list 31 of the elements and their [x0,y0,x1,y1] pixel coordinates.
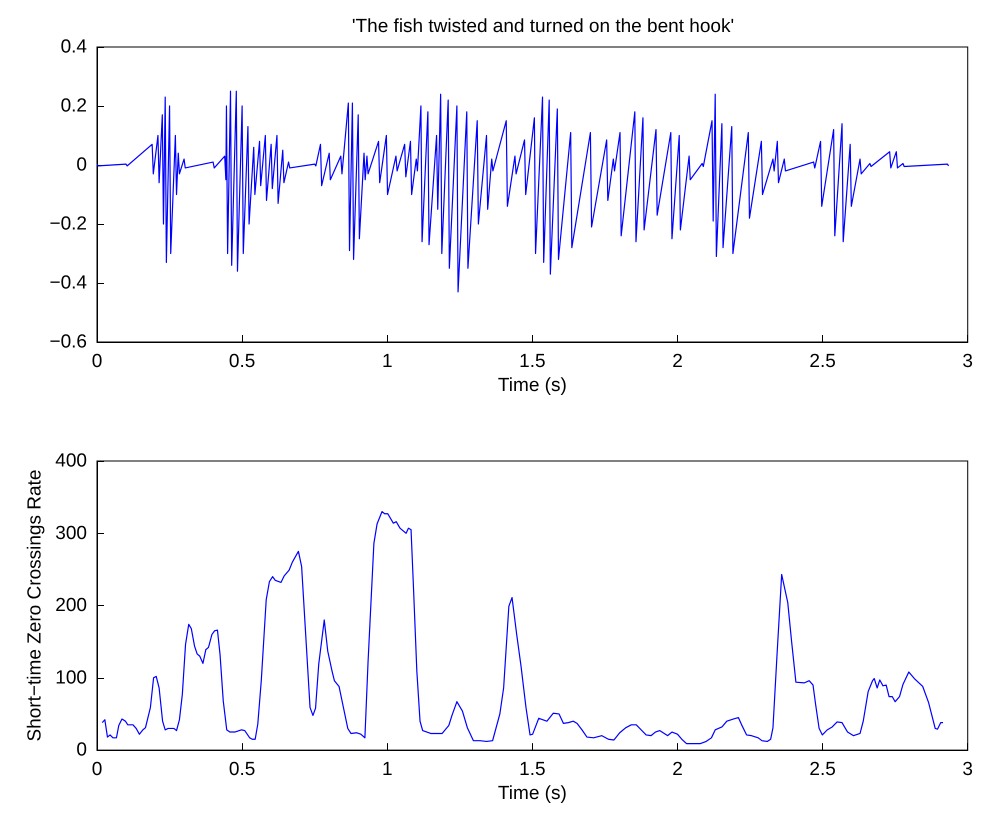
y-axis-title: Short−time Zero Crossings Rate [24,470,46,742]
y-tick-label: −0.2 [49,214,87,234]
x-tick-label: 2 [672,351,683,372]
x-tick-label: 0.5 [228,759,256,780]
y-tick-label: 200 [55,595,87,616]
x-axis-title: Time (s) [498,783,567,804]
y-tick-label: 100 [55,667,87,688]
line-series [102,510,944,744]
x-tick-label: 3 [962,351,974,372]
y-tick-label: −0.6 [49,332,87,352]
y-tick-label: −0.4 [49,272,88,294]
y-tick-label: 0 [76,740,87,761]
x-tick-label: 2.5 [809,759,836,780]
x-axis-title: Time (s) [498,374,567,396]
x-tick-label: 1.5 [519,351,546,372]
y-tick-label: 400 [55,450,87,472]
x-tick-label: 0 [92,351,102,372]
x-tick-label: 1 [382,759,393,780]
x-tick-label: 1 [382,351,393,372]
x-tick-label: 1.5 [519,759,546,780]
chart-title: 'The fish twisted and turned on the bent hook' [352,16,734,37]
line-series [96,90,950,292]
x-tick-label: 3 [962,759,974,780]
x-tick-label: 2 [672,759,683,780]
x-tick-label: 0 [92,759,102,780]
y-tick-label: 300 [55,522,87,544]
x-tick-label: 2.5 [809,351,836,372]
y-tick-label: 0.2 [60,96,87,116]
y-tick-label: 0 [76,154,87,176]
x-tick-label: 0.5 [228,351,256,372]
y-tick-label: 0.4 [60,36,88,58]
